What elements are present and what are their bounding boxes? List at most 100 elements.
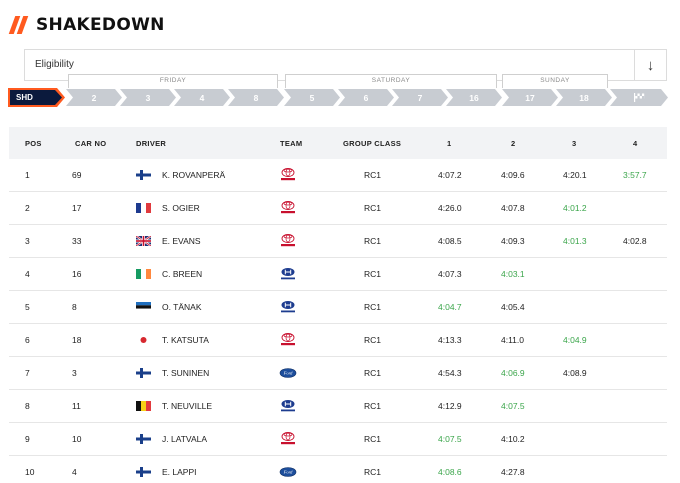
table-row[interactable]: 8 11 T. NEUVILLE RC1 4:12.9 4:07.5 xyxy=(9,390,667,423)
cell-pos: 3 xyxy=(25,236,30,246)
cell-run-2: 4:09.3 xyxy=(501,236,525,246)
flag-finland-icon xyxy=(136,467,151,477)
cell-run-1: 4:13.3 xyxy=(438,335,462,345)
col-header-run-2[interactable]: 2 xyxy=(511,139,516,148)
cell-group-class: RC1 xyxy=(364,434,382,444)
table-row[interactable]: 6 18 T. KATSUTA RC1 4:13.3 4:11.0 4:04.9 xyxy=(9,324,667,357)
svg-text:Ford: Ford xyxy=(283,371,294,376)
cell-group-class: RC1 xyxy=(364,467,382,477)
cell-run-2: 4:03.1 xyxy=(501,269,525,279)
stage-tab[interactable]: 3 xyxy=(120,89,176,106)
cell-car-no: 4 xyxy=(72,467,77,477)
col-header-run-1[interactable]: 1 xyxy=(447,139,452,148)
cell-driver: O. TÄNAK xyxy=(162,302,202,312)
cell-run-1: 4:54.3 xyxy=(438,368,462,378)
cell-run-1: 4:12.9 xyxy=(438,401,462,411)
table-row[interactable]: 4 16 C. BREEN RC1 4:07.3 4:03.1 xyxy=(9,258,667,291)
cell-run-4: 4:02.8 xyxy=(623,236,647,246)
table-row[interactable]: 7 3 T. SUNINEN RC1 4:54.3 4:06.9 4:08.9 Ford xyxy=(9,357,667,390)
day-label-friday: FRIDAY xyxy=(159,77,187,84)
stage-tab[interactable]: 17 xyxy=(502,89,558,106)
col-header-driver[interactable]: DRIVER xyxy=(136,139,167,148)
day-bracket-sunday: SUNDAY xyxy=(502,74,608,88)
cell-driver: T. SUNINEN xyxy=(162,368,210,378)
team-toyota-logo-icon xyxy=(281,333,295,346)
day-label-saturday: SATURDAY xyxy=(371,77,411,84)
day-label-sunday: SUNDAY xyxy=(540,77,570,84)
stage-tab[interactable]: 8 xyxy=(228,89,284,106)
table-row[interactable]: 3 33 E. EVANS RC1 4:08.5 4:09.3 4:01.3 4:02.8 xyxy=(9,225,667,258)
team-toyota-logo-icon xyxy=(281,201,295,214)
cell-group-class: RC1 xyxy=(364,170,382,180)
cell-run-2: 4:07.8 xyxy=(501,203,525,213)
stage-tab[interactable]: 6 xyxy=(338,89,394,106)
flag-uk-icon xyxy=(136,236,151,246)
cell-driver: E. EVANS xyxy=(162,236,201,246)
cell-pos: 9 xyxy=(25,434,30,444)
cell-driver: K. ROVANPERÄ xyxy=(162,170,226,180)
stage-tab[interactable]: 18 xyxy=(556,89,612,106)
col-header-run-3[interactable]: 3 xyxy=(572,139,577,148)
team-hyundai-logo-icon xyxy=(281,400,295,412)
cell-run-1: 4:07.5 xyxy=(438,434,462,444)
day-bracket-friday: FRIDAY xyxy=(68,74,278,88)
stage-tab[interactable]: 16 xyxy=(446,89,502,106)
flag-japan-icon xyxy=(136,335,151,345)
cell-run-2: 4:09.6 xyxy=(501,170,525,180)
cell-run-2: 4:06.9 xyxy=(501,368,525,378)
cell-group-class: RC1 xyxy=(364,236,382,246)
cell-group-class: RC1 xyxy=(364,368,382,378)
cell-run-2: 4:11.0 xyxy=(501,335,525,345)
cell-car-no: 8 xyxy=(72,302,77,312)
cell-car-no: 10 xyxy=(72,434,82,444)
stage-tab-finish[interactable] xyxy=(610,89,668,106)
cell-run-3: 4:01.3 xyxy=(563,236,587,246)
table-row[interactable]: 9 10 J. LATVALA RC1 4:07.5 4:10.2 xyxy=(9,423,667,456)
team-ford-logo-icon: Ford xyxy=(279,467,297,477)
page-title: SHAKEDOWN xyxy=(36,15,165,35)
stage-tab[interactable]: 2 xyxy=(66,89,122,106)
table-row[interactable]: 10 4 E. LAPPI RC1 4:08.6 4:27.8 Ford xyxy=(9,456,667,483)
page-header: SHAKEDOWN xyxy=(8,12,165,38)
cell-run-1: 4:08.6 xyxy=(438,467,462,477)
results-table-header: POS CAR NO DRIVER TEAM GROUP CLASS 1 2 3… xyxy=(9,127,667,159)
cell-car-no: 33 xyxy=(72,236,82,246)
cell-pos: 10 xyxy=(25,467,35,477)
cell-group-class: RC1 xyxy=(364,269,382,279)
stage-tab[interactable]: 7 xyxy=(392,89,448,106)
cell-run-1: 4:26.0 xyxy=(438,203,462,213)
brand-slash-logo xyxy=(8,14,29,36)
cell-run-1: 4:08.5 xyxy=(438,236,462,246)
col-header-pos[interactable]: POS xyxy=(25,139,42,148)
cell-pos: 4 xyxy=(25,269,30,279)
cell-run-1: 4:07.3 xyxy=(438,269,462,279)
cell-run-3: 4:08.9 xyxy=(563,368,587,378)
col-header-run-4[interactable]: 4 xyxy=(633,139,638,148)
day-bracket-saturday: SATURDAY xyxy=(285,74,497,88)
table-row[interactable]: 5 8 O. TÄNAK RC1 4:04.7 4:05.4 xyxy=(9,291,667,324)
sort-arrow-down-icon[interactable]: ↓ xyxy=(634,50,666,80)
cell-run-2: 4:05.4 xyxy=(501,302,525,312)
team-hyundai-logo-icon xyxy=(281,268,295,280)
stage-tab[interactable]: 4 xyxy=(174,89,230,106)
cell-car-no: 3 xyxy=(72,368,77,378)
table-row[interactable]: 2 17 S. OGIER RC1 4:26.0 4:07.8 4:01.2 xyxy=(9,192,667,225)
cell-car-no: 16 xyxy=(72,269,82,279)
cell-driver: S. OGIER xyxy=(162,203,200,213)
checkered-flag-icon xyxy=(634,93,645,102)
team-hyundai-logo-icon xyxy=(281,301,295,313)
stage-tab[interactable]: 5 xyxy=(284,89,340,106)
table-row[interactable]: 1 69 K. ROVANPERÄ RC1 4:07.2 4:09.6 4:20.1 3:57… xyxy=(9,159,667,192)
cell-run-2: 4:10.2 xyxy=(501,434,525,444)
cell-run-2: 4:07.5 xyxy=(501,401,525,411)
cell-driver: E. LAPPI xyxy=(162,467,197,477)
flag-estonia-icon xyxy=(136,302,151,312)
cell-car-no: 11 xyxy=(72,401,81,411)
cell-run-4: 3:57.7 xyxy=(623,170,647,180)
col-header-team[interactable]: TEAM xyxy=(280,139,303,148)
col-header-car-no[interactable]: CAR NO xyxy=(75,139,107,148)
flag-finland-icon xyxy=(136,434,151,444)
cell-run-3: 4:20.1 xyxy=(563,170,587,180)
stage-tab-shd[interactable]: SHD xyxy=(10,90,62,105)
col-header-group-class[interactable]: GROUP CLASS xyxy=(343,139,402,148)
